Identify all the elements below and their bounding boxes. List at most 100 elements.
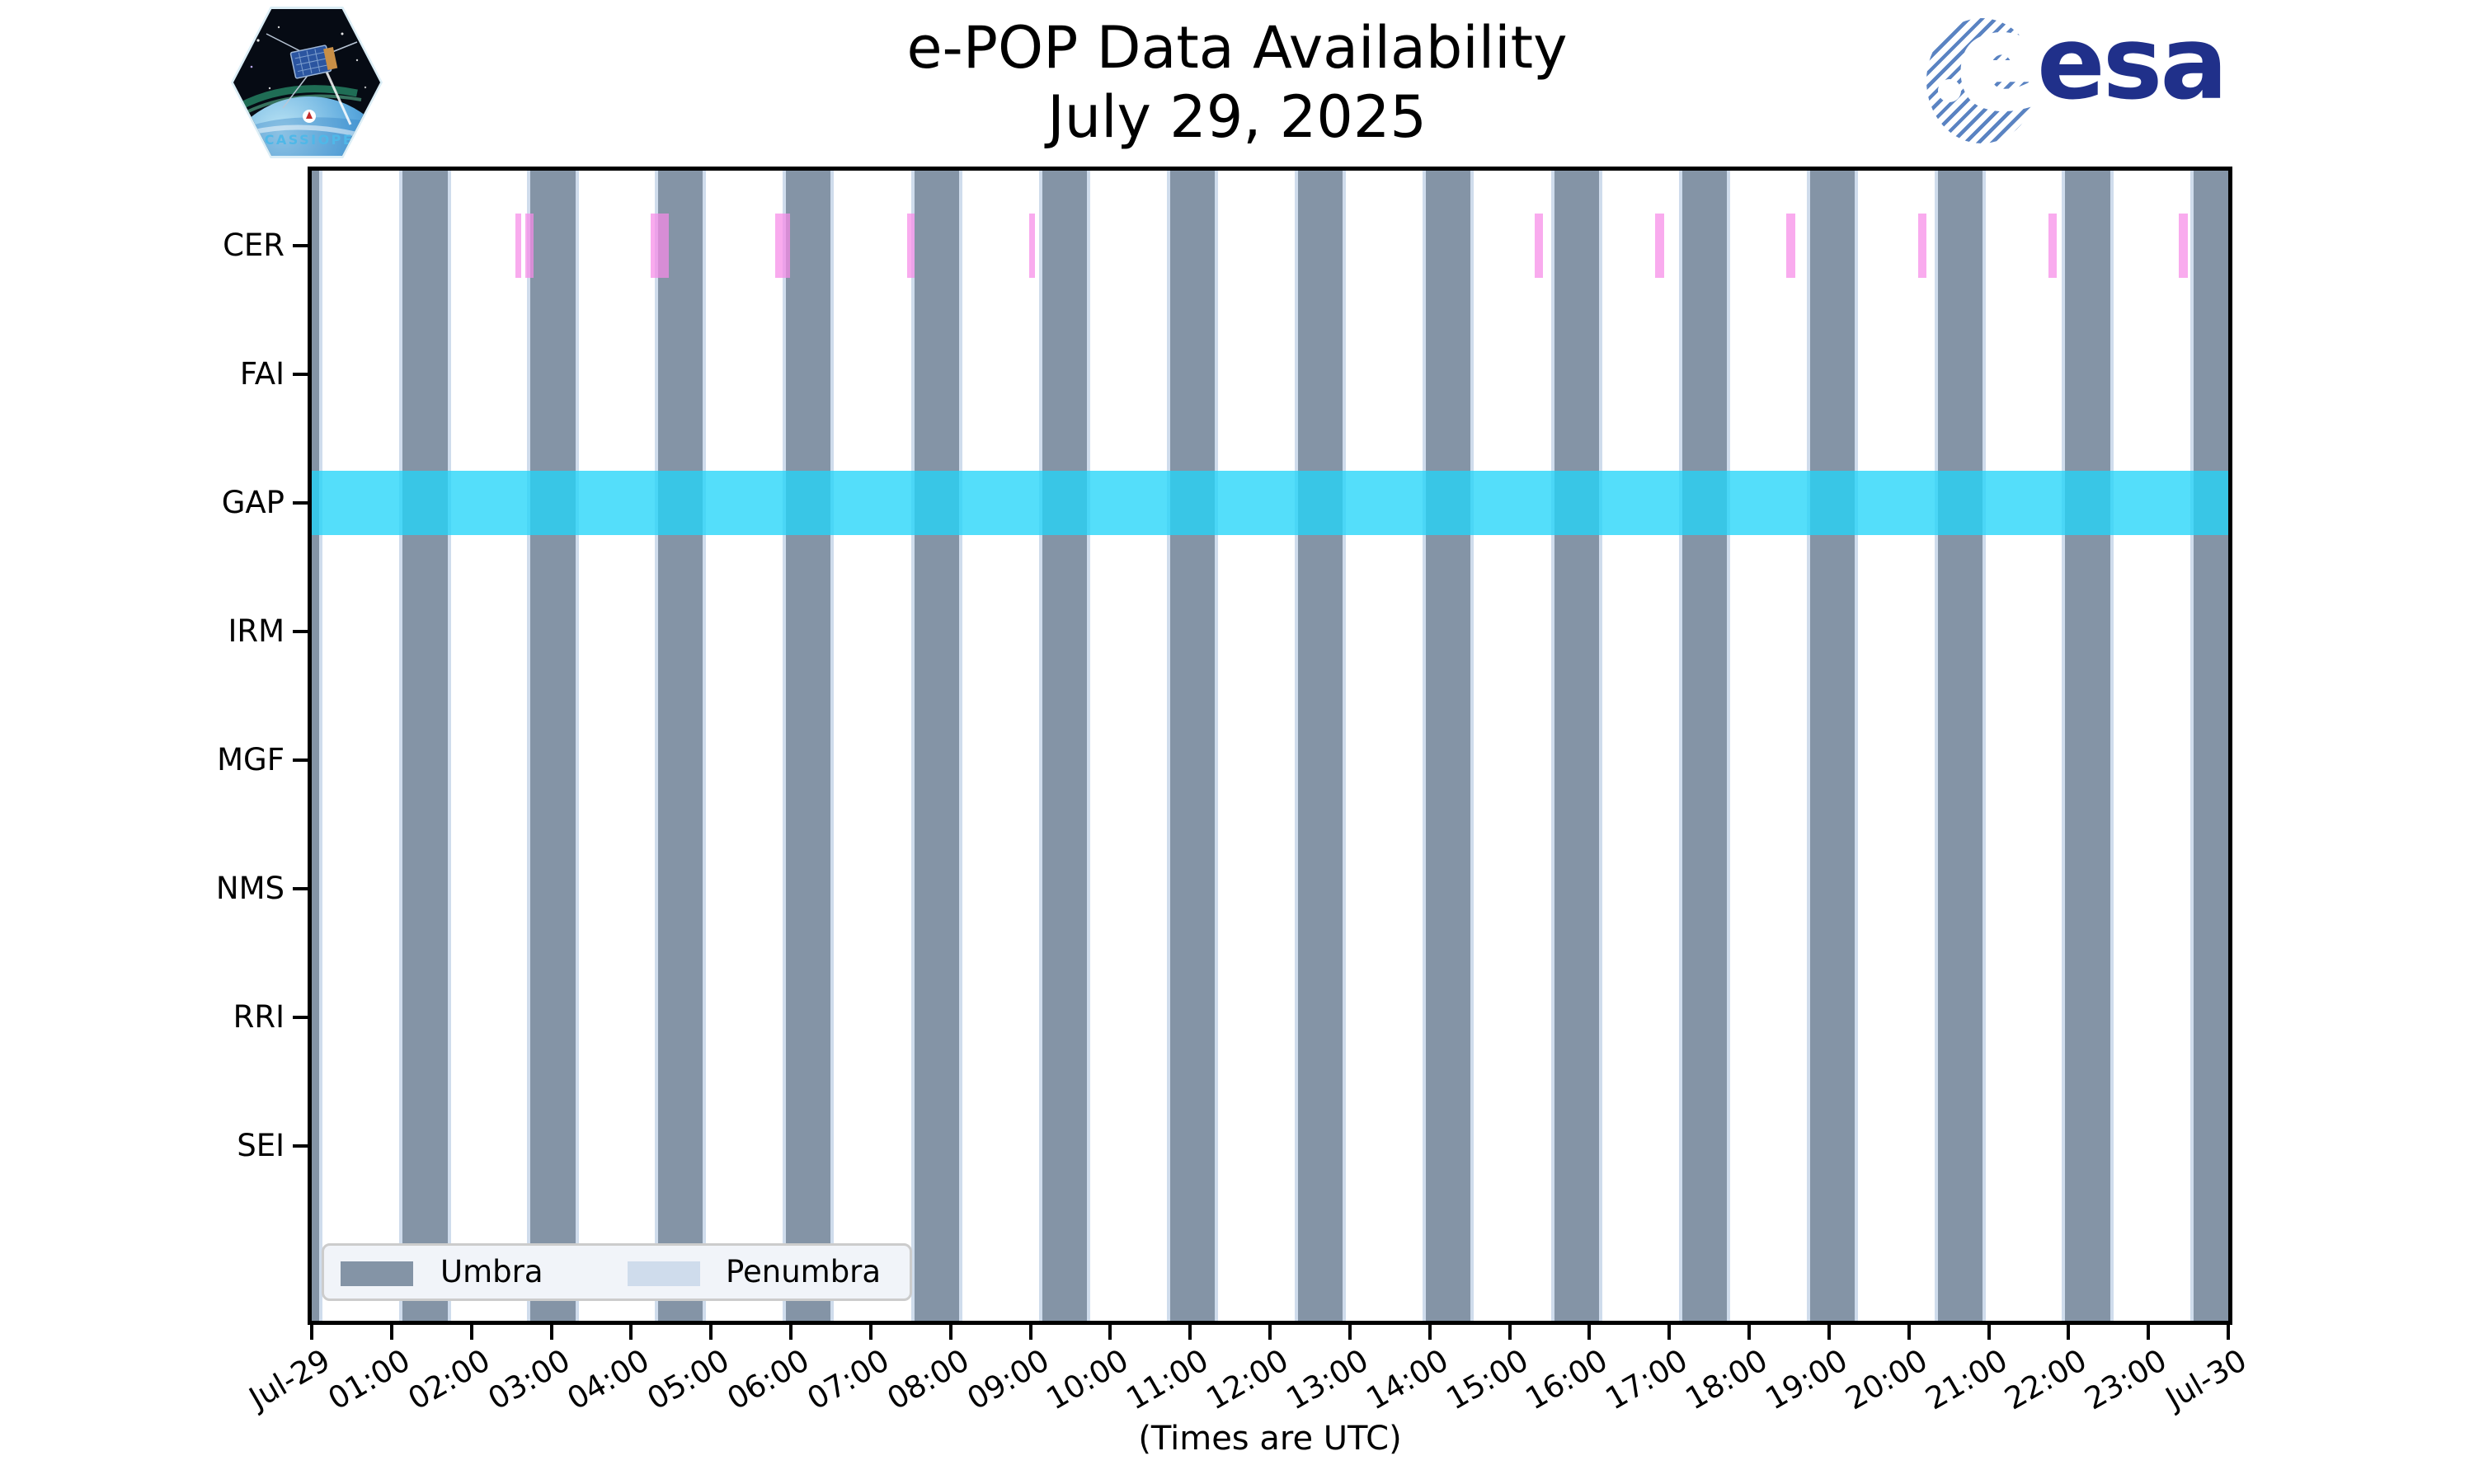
x-tick-label: 20:00 — [1839, 1342, 1934, 1417]
availability-mark-cer — [1535, 214, 1544, 278]
y-tick — [293, 887, 308, 890]
availability-mark-cer — [1918, 214, 1926, 278]
x-tick — [1108, 1325, 1112, 1340]
y-tick — [293, 244, 308, 247]
x-tick-label: 06:00 — [721, 1342, 816, 1417]
esa-globe-icon — [1926, 18, 2037, 143]
availability-mark-cer — [774, 214, 791, 278]
y-tick-label-nms: NMS — [215, 871, 285, 906]
x-tick-label: 18:00 — [1679, 1342, 1774, 1417]
x-tick — [2147, 1325, 2151, 1340]
satellite-icon — [266, 33, 358, 109]
x-tick-label: 17:00 — [1599, 1342, 1694, 1417]
esa-moon-dot — [1938, 79, 1961, 102]
umbra-bar — [1297, 171, 1343, 1321]
x-tick — [1427, 1325, 1432, 1340]
x-tick — [2227, 1325, 2230, 1340]
x-tick-label: 04:00 — [561, 1342, 656, 1417]
x-tick-label: 19:00 — [1759, 1342, 1854, 1417]
x-tick — [948, 1325, 952, 1340]
x-tick-label: 03:00 — [482, 1342, 576, 1417]
x-tick — [2067, 1325, 2071, 1340]
legend-penumbra-label: Penumbra — [726, 1254, 882, 1289]
chart-title: e-POP Data Availability — [906, 14, 1568, 82]
legend-umbra-swatch — [341, 1261, 413, 1286]
x-tick-label: 02:00 — [402, 1342, 496, 1417]
y-tick — [293, 501, 308, 505]
cassiope-mission-badge: CASSIOPE — [231, 7, 383, 158]
legend: Umbra Penumbra — [322, 1243, 912, 1301]
availability-mark-cer — [2048, 214, 2057, 278]
availability-mark-cer — [1785, 214, 1796, 278]
x-tick-label: 05:00 — [641, 1342, 736, 1417]
y-tick-label-irm: IRM — [228, 613, 285, 649]
x-tick-label: 22:00 — [1998, 1342, 2093, 1417]
x-tick — [549, 1325, 553, 1340]
umbra-bar — [1169, 171, 1216, 1321]
x-tick-label: 08:00 — [881, 1342, 976, 1417]
umbra-bar — [402, 171, 448, 1321]
umbra-bar — [786, 171, 831, 1321]
x-tick-label: 10:00 — [1040, 1342, 1135, 1417]
umbra-bar — [312, 171, 319, 1321]
x-tick — [1747, 1325, 1751, 1340]
availability-mark-cer — [650, 214, 669, 278]
x-tick — [1348, 1325, 1352, 1340]
availability-mark-gap — [312, 471, 2228, 535]
legend-penumbra-swatch — [628, 1261, 700, 1286]
umbra-bar — [2065, 171, 2110, 1321]
umbra-bar — [1681, 171, 1727, 1321]
y-tick — [293, 758, 308, 762]
availability-mark-cer — [1654, 214, 1665, 278]
x-tick-label: 21:00 — [1919, 1342, 2013, 1417]
x-tick — [469, 1325, 473, 1340]
legend-umbra-label: Umbra — [440, 1254, 543, 1289]
x-tick-label: 14:00 — [1360, 1342, 1455, 1417]
esa-e-glyph: e — [1959, 0, 2044, 135]
x-tick — [1827, 1325, 1831, 1340]
x-tick — [1507, 1325, 1512, 1340]
y-tick-label-mgf: MGF — [217, 742, 285, 777]
availability-mark-cer — [1028, 214, 1036, 278]
y-tick-label-gap: GAP — [221, 485, 285, 520]
umbra-bar — [1425, 171, 1471, 1321]
x-tick — [789, 1325, 793, 1340]
umbra-bar — [1554, 171, 1599, 1321]
umbra-bar — [1809, 171, 1855, 1321]
y-tick-label-rri: RRI — [233, 999, 285, 1035]
x-tick — [1667, 1325, 1672, 1340]
y-tick — [293, 630, 308, 633]
x-tick — [629, 1325, 633, 1340]
x-tick — [709, 1325, 713, 1340]
esa-wordmark: esa — [2037, 5, 2228, 122]
y-tick — [293, 1144, 308, 1148]
y-tick — [293, 1016, 308, 1019]
x-tick — [1587, 1325, 1592, 1340]
umbra-bar — [1042, 171, 1088, 1321]
x-tick-label: 07:00 — [801, 1342, 896, 1417]
umbra-bar — [530, 171, 576, 1321]
y-tick-label-cer: CER — [223, 228, 285, 263]
chart-subtitle-date: July 29, 2025 — [1047, 83, 1427, 151]
x-axis-label: (Times are UTC) — [1138, 1420, 1402, 1458]
y-tick-label-fai: FAI — [239, 356, 285, 392]
x-tick — [389, 1325, 393, 1340]
y-tick-label-sei: SEI — [237, 1128, 285, 1163]
x-tick — [1907, 1325, 1911, 1340]
x-tick-label: 12:00 — [1200, 1342, 1295, 1417]
x-tick — [1268, 1325, 1272, 1340]
x-tick-label: 13:00 — [1280, 1342, 1375, 1417]
x-tick-label: Jul-29 — [242, 1342, 336, 1416]
x-tick-label: 16:00 — [1519, 1342, 1614, 1417]
x-tick — [310, 1325, 313, 1340]
x-tick-label: 23:00 — [2078, 1342, 2173, 1417]
x-tick — [1028, 1325, 1032, 1340]
availability-mark-cer — [907, 214, 915, 278]
x-tick — [868, 1325, 872, 1340]
plot-area: Umbra Penumbra — [312, 171, 2228, 1321]
x-tick-label: Jul-30 — [2159, 1342, 2253, 1416]
umbra-bar — [2194, 171, 2228, 1321]
x-tick-label: 09:00 — [961, 1342, 1055, 1417]
esa-logo: e esa — [1926, 2, 2228, 148]
